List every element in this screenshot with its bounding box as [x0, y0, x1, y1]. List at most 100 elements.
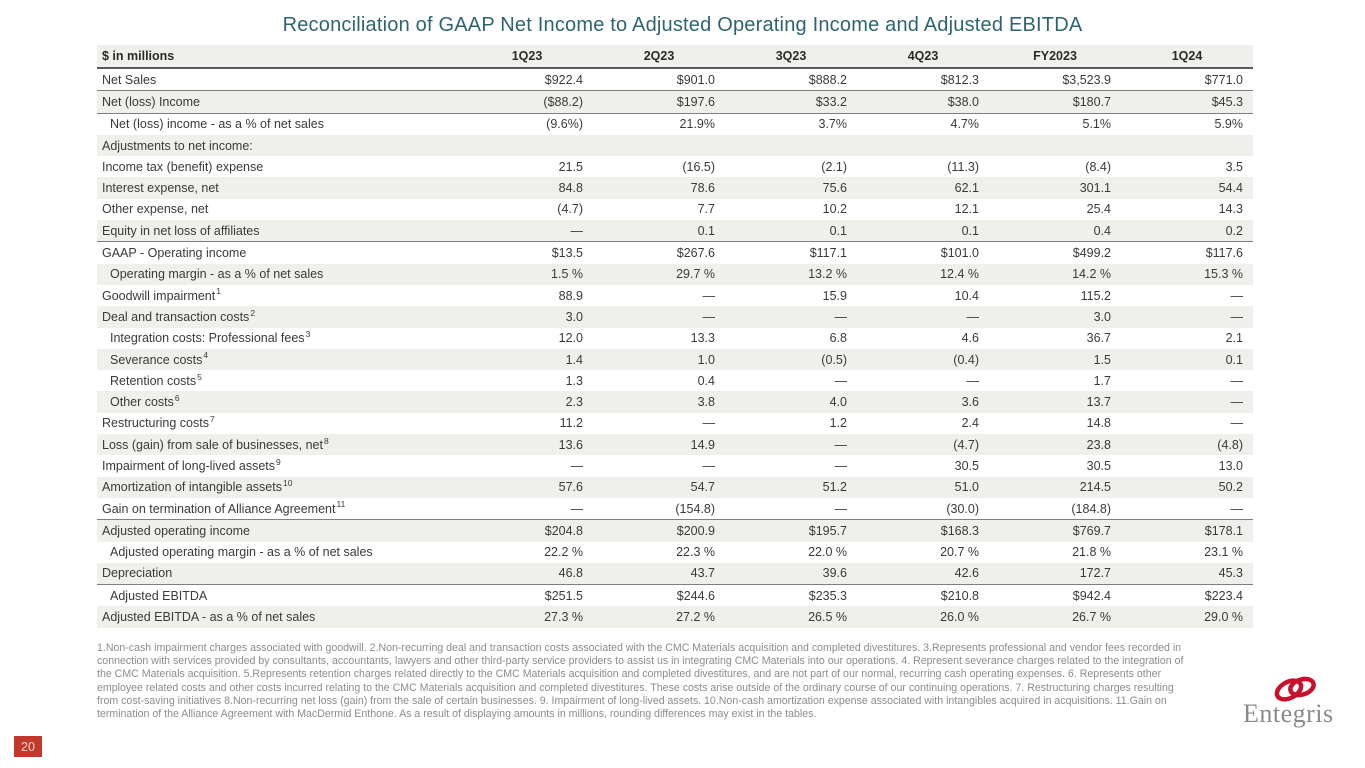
cell-value: 26.5 % — [808, 610, 847, 625]
cell-value: 14.9 — [690, 437, 715, 452]
cell-value: 0.1 — [1225, 352, 1243, 367]
cell-value: 27.2 % — [676, 610, 715, 625]
table-row: Other expense, net (4.7) 7.7 10.2 12.1 25.4 14… — [97, 199, 1253, 220]
cell-value: 54.7 — [690, 480, 715, 495]
row-label: Adjusted EBITDA — [110, 588, 208, 603]
table-row: Loss (gain) from sale of businesses, net… — [97, 434, 1253, 456]
cell-value: $888.2 — [725, 68, 857, 92]
table-row: Income tax (benefit) expense 21.5 (16.5) (2… — [97, 156, 1253, 177]
cell-value: — — [461, 220, 593, 243]
cell-value: $45.3 — [1121, 90, 1253, 114]
cell-value: 1.0 — [697, 352, 715, 367]
cell-value: (4.8) — [1217, 437, 1243, 452]
cell-value: 22.0 % — [808, 545, 847, 560]
cell-value: 0.2 — [1121, 220, 1253, 243]
cell-value: 214.5 — [1079, 480, 1111, 495]
cell-value: (0.4) — [953, 352, 979, 367]
cell-value: — — [702, 416, 716, 431]
row-label: Goodwill impairment1 — [102, 286, 221, 303]
cell-value: $210.8 — [940, 588, 979, 603]
entegris-wordmark: Entegris — [1243, 699, 1334, 728]
table-row: Adjusted EBITDA - as a % of net sales 27.… — [97, 606, 1253, 628]
cell-value: 0.4 — [989, 220, 1121, 243]
table-row: Deal and transaction costs2 3.0 — — — 3.0 — — [97, 306, 1253, 328]
table-row: Net (loss) Income ($88.2) $197.6 $33.2 $38.0… — [97, 90, 1253, 114]
cell-value: (30.0) — [857, 497, 989, 521]
cell-value: 54.4 — [1218, 181, 1243, 196]
cell-value: 172.7 — [989, 562, 1121, 586]
entegris-rings-icon — [1274, 676, 1316, 702]
cell-value: — — [966, 373, 980, 388]
table-row: Net Sales $922.4 $901.0 $888.2 $812.3 $3,523.… — [97, 68, 1253, 92]
cell-value: $769.7 — [1072, 523, 1111, 538]
cell-value: — — [570, 458, 584, 473]
cell-value: $251.5 — [544, 588, 583, 603]
table-header-row: $ in millions 1Q23 2Q23 3Q23 4Q23 FY2023… — [97, 45, 1253, 69]
cell-value: 13.2 % — [808, 267, 847, 282]
cell-value: 12.0 — [558, 331, 583, 346]
row-label: Severance costs4 — [110, 350, 209, 367]
column-header-4q23: 4Q23 — [857, 45, 989, 69]
cell-value: 62.1 — [954, 181, 979, 196]
cell-value: 23.1 % — [1204, 545, 1243, 560]
cell-value: — — [702, 309, 716, 324]
cell-value: 13.7 — [1086, 395, 1111, 410]
cell-value: $168.3 — [940, 523, 979, 538]
table-row: Severance costs4 1.4 1.0 (0.5) (0.4) 1.5 0.1 — [97, 348, 1253, 371]
table-row: Gain on termination of Alliance Agreemen… — [97, 497, 1253, 521]
cell-value: 29.0 % — [1204, 610, 1243, 625]
cell-value: $204.8 — [544, 523, 583, 538]
cell-value: 21.9% — [679, 117, 715, 132]
cell-value: (8.4) — [1085, 159, 1111, 174]
cell-value: 2.1 — [1225, 331, 1243, 346]
row-label: Adjusted operating margin - as a % of ne… — [110, 545, 373, 560]
cell-value: $178.1 — [1204, 523, 1243, 538]
cell-value: — — [1230, 309, 1244, 324]
row-label: Interest expense, net — [102, 181, 219, 196]
cell-value: 4.6 — [961, 331, 979, 346]
cell-value: 14.8 — [1086, 416, 1111, 431]
cell-value: 4.7% — [950, 117, 980, 132]
cell-value: 13.0 — [1218, 458, 1243, 473]
column-header-2q23: 2Q23 — [593, 45, 725, 69]
cell-value — [725, 135, 857, 156]
cell-value: 1.2 — [829, 416, 847, 431]
column-header-units: $ in millions — [97, 45, 461, 69]
table-row: Other costs6 2.3 3.8 4.0 3.6 13.7 — — [97, 391, 1253, 413]
table-row: Net (loss) income - as a % of net sales (… — [97, 113, 1253, 135]
cell-value: 10.4 — [954, 288, 979, 303]
cell-value: — — [1230, 288, 1244, 303]
cell-value: 1.5 % — [551, 267, 583, 282]
cell-value: — — [702, 458, 716, 473]
cell-value: 1.7 — [1093, 373, 1111, 388]
table-row: Adjusted operating margin - as a % of ne… — [97, 542, 1253, 563]
cell-value: 15.3 % — [1204, 267, 1243, 282]
cell-value: 25.4 — [1086, 202, 1111, 217]
cell-value: $197.6 — [593, 90, 725, 114]
cell-value: 57.6 — [558, 480, 583, 495]
cell-value: 46.8 — [461, 562, 593, 586]
row-label: Adjustments to net income: — [102, 138, 253, 153]
table-row: Restructuring costs7 11.2 — 1.2 2.4 14.8 — — [97, 413, 1253, 434]
entegris-logo: Entegris — [1243, 674, 1334, 728]
row-label: Amortization of intangible assets10 — [102, 478, 293, 495]
cell-value: 21.8 % — [1072, 545, 1111, 560]
cell-value: 88.9 — [558, 288, 583, 303]
table-body: Net Sales $922.4 $901.0 $888.2 $812.3 $3,523.… — [97, 68, 1253, 628]
cell-value: (9.6%) — [546, 117, 583, 132]
cell-value: 39.6 — [725, 562, 857, 586]
cell-value: (4.7) — [953, 437, 979, 452]
cell-value — [1121, 135, 1253, 156]
cell-value: — — [461, 497, 593, 521]
cell-value: 5.9% — [1214, 117, 1244, 132]
cell-value: 7.7 — [697, 202, 715, 217]
column-header-fy2023: FY2023 — [989, 45, 1121, 69]
cell-value: — — [834, 458, 848, 473]
cell-value: 3.5 — [1225, 159, 1243, 174]
cell-value: 13.3 — [690, 331, 715, 346]
cell-value: (184.8) — [989, 497, 1121, 521]
cell-value: (16.5) — [682, 159, 715, 174]
cell-value: 6.8 — [829, 331, 847, 346]
row-label: Depreciation — [97, 562, 461, 586]
